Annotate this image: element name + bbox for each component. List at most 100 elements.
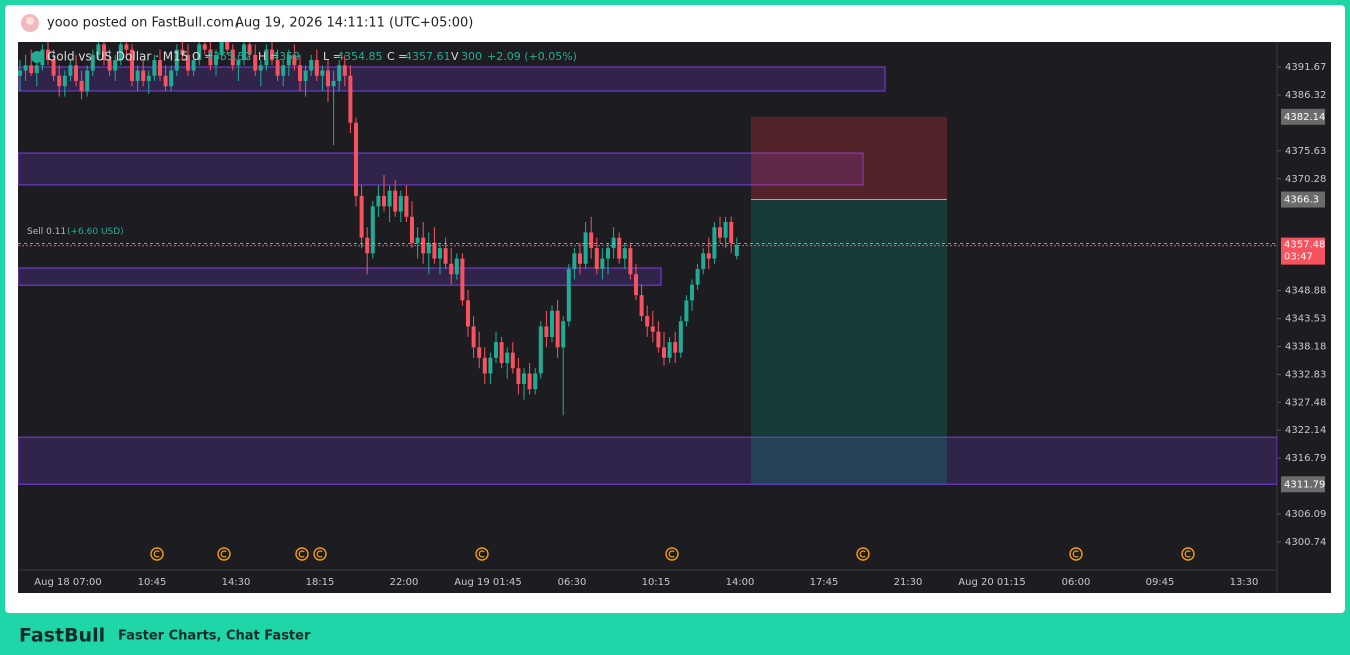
event-icon xyxy=(313,547,327,561)
y-tick-label: 4338.18 xyxy=(1285,341,1326,352)
y-tick-label: 4300.74 xyxy=(1285,537,1326,548)
x-tick-label: Aug 20 01:15 xyxy=(958,577,1025,588)
candle-body xyxy=(410,216,414,243)
candle-body xyxy=(359,195,364,238)
candle-body xyxy=(275,60,280,76)
candle-body xyxy=(533,373,538,390)
plot xyxy=(18,42,1277,485)
event-icon-glyph xyxy=(316,550,323,558)
candle-body xyxy=(96,44,101,55)
candle-body xyxy=(426,242,431,254)
target-badge xyxy=(1281,476,1325,493)
candle-body xyxy=(309,60,314,71)
candle-body xyxy=(303,70,308,81)
candle-body xyxy=(169,70,174,87)
timestamp: Aug 19, 2026 14:11:11 (UTC+05:00) xyxy=(235,16,473,31)
candle-body xyxy=(712,227,717,259)
candle-body xyxy=(74,65,78,81)
candle-body xyxy=(247,44,252,55)
candle-body xyxy=(544,326,549,337)
candle-body xyxy=(342,65,347,76)
volume-value: 300 xyxy=(461,50,482,63)
event-icon-glyph xyxy=(478,550,485,558)
candle-body xyxy=(695,269,700,285)
candle-body xyxy=(57,75,62,87)
candle-body xyxy=(18,70,22,76)
candle-body xyxy=(135,70,140,81)
x-tick-label: 06:00 xyxy=(1062,577,1091,588)
candle-body xyxy=(286,54,291,66)
candle-body xyxy=(555,310,560,348)
candle-body xyxy=(85,70,90,92)
candle-body xyxy=(527,373,532,390)
candle-body xyxy=(113,60,118,71)
candle-body xyxy=(208,49,213,66)
ohlc-key: C = xyxy=(387,50,407,63)
candle-body xyxy=(566,269,571,322)
candle-body xyxy=(146,75,151,81)
author-line: yooo posted on FastBull.com， xyxy=(47,16,247,31)
candle-body xyxy=(438,248,442,259)
candle-body xyxy=(404,195,409,217)
candle-body xyxy=(729,222,734,243)
candle-body xyxy=(594,248,599,270)
event-icon xyxy=(475,547,489,561)
candle-body xyxy=(583,232,588,264)
y-tick-label: 4322.14 xyxy=(1285,425,1326,436)
candle-body xyxy=(225,42,230,50)
candle-body xyxy=(326,70,330,87)
candle-body xyxy=(482,357,487,374)
candle-body xyxy=(538,326,543,374)
candle-body xyxy=(174,49,179,71)
event-icon-glyph xyxy=(668,550,675,558)
ohlc-value: 4357.61 xyxy=(405,50,451,63)
x-tick-label: 10:15 xyxy=(642,577,671,588)
candle-body xyxy=(471,326,476,348)
candle-body xyxy=(270,49,274,61)
candle-body xyxy=(264,49,269,66)
candle-body xyxy=(443,248,448,264)
y-tick-label: 4375.63 xyxy=(1285,146,1326,157)
candle-body xyxy=(684,300,689,322)
candle-body xyxy=(348,75,353,123)
y-tick-label: 4316.79 xyxy=(1285,453,1326,464)
candle-body xyxy=(370,206,375,254)
candle-body xyxy=(124,44,129,50)
candle-body xyxy=(219,42,224,55)
candle-body xyxy=(393,190,398,212)
candle-body xyxy=(62,75,67,87)
candle-body xyxy=(505,352,510,364)
candle-body xyxy=(561,321,566,348)
event-icon-glyph xyxy=(859,550,866,558)
chart-area xyxy=(18,42,1331,593)
x-tick-label: 22:00 xyxy=(390,577,419,588)
ohlc-key: O = xyxy=(192,50,213,63)
x-tick-label: Aug 19 01:45 xyxy=(454,577,521,588)
candle-body xyxy=(79,80,84,92)
event-icon-glyph xyxy=(1184,550,1191,558)
candle-body xyxy=(628,248,633,275)
candle-body xyxy=(258,65,263,71)
candle-body xyxy=(550,310,554,337)
ohlc-value: 4359 xyxy=(272,50,300,63)
candle-body xyxy=(639,295,644,317)
candle-body xyxy=(141,70,146,81)
candle-body xyxy=(572,253,577,270)
y-tick-label: 4348.88 xyxy=(1285,286,1326,297)
candle-body xyxy=(656,331,661,348)
candle-body xyxy=(191,60,196,71)
candle-body xyxy=(152,60,157,76)
candle-body xyxy=(449,263,454,275)
symbol-icon xyxy=(31,51,43,63)
candle-body xyxy=(611,237,616,249)
x-tick-label: 14:00 xyxy=(726,577,755,588)
candle-body xyxy=(701,253,706,270)
order-pnl: (+6.60 USD) xyxy=(67,227,124,237)
y-tick-label: 4391.67 xyxy=(1285,62,1326,73)
x-tick-label: 14:30 xyxy=(222,577,251,588)
event-icon-glyph xyxy=(298,550,305,558)
candle-body xyxy=(163,75,168,87)
candle-body xyxy=(314,60,319,76)
candle-body xyxy=(292,54,297,66)
candle-body xyxy=(415,237,420,243)
